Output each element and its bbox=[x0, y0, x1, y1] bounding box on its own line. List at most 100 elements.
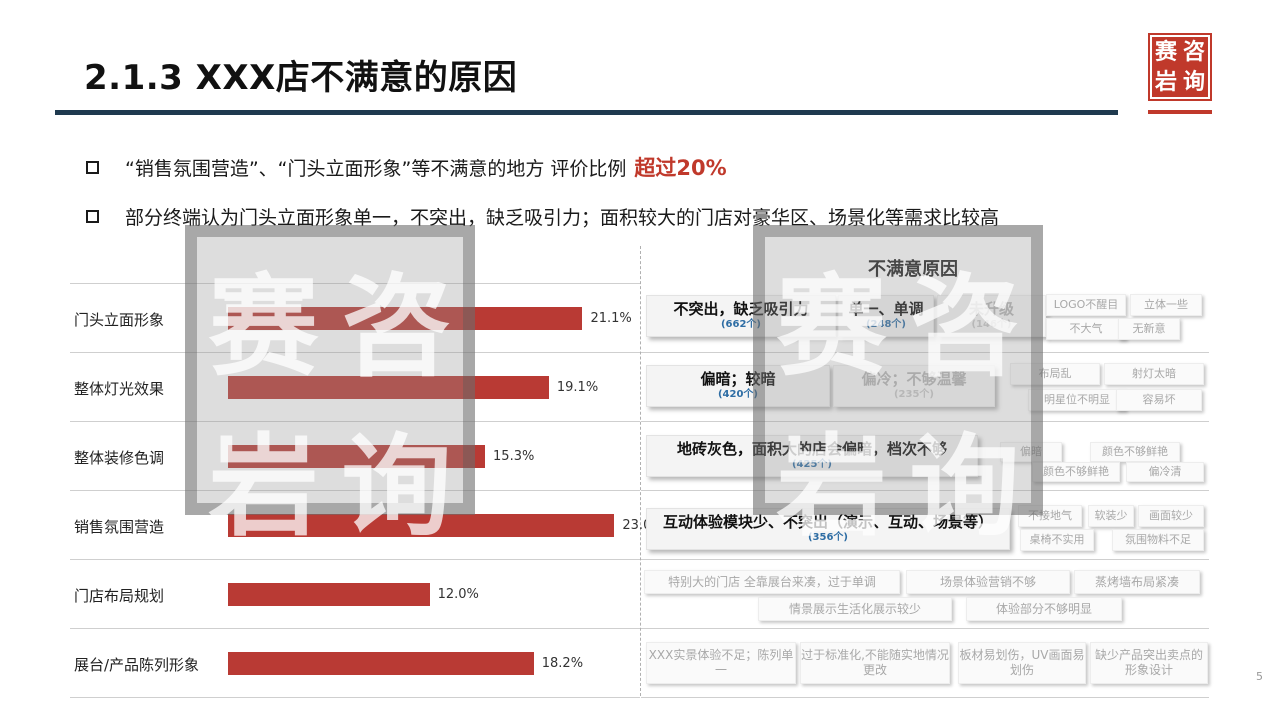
bullet-point-1: “销售氛围营造”、“门头立面形象”等不满意的地方 评价比例 超过20% bbox=[86, 152, 727, 182]
category-label: 销售氛围营造 bbox=[74, 517, 165, 536]
bar-value-label: 18.2% bbox=[541, 655, 584, 671]
logo-char: 询 bbox=[1182, 69, 1205, 95]
reason-text: 软装少 bbox=[1094, 509, 1128, 523]
logo-char: 岩 bbox=[1154, 69, 1177, 95]
reason-chip: 体验部分不够明显 bbox=[966, 597, 1122, 621]
reason-chip: 板材易划伤，UV画面易划伤 bbox=[958, 642, 1086, 684]
reason-chip: 偏暗；较暗 (420个) bbox=[646, 365, 830, 407]
logo-char: 咨 bbox=[1182, 39, 1205, 65]
bar bbox=[228, 444, 486, 468]
bar bbox=[228, 306, 583, 330]
reason-text: 地砖灰色，面积大的店会偏暗，档次不够 bbox=[676, 440, 947, 459]
category-label: 门店布局规划 bbox=[74, 586, 165, 605]
reason-text: 不接地气 bbox=[1028, 509, 1072, 523]
row-divider bbox=[641, 697, 1209, 698]
reason-chip: 明星位不明显 bbox=[1028, 389, 1126, 411]
reason-text: 互动体验模块少、不突出（演示、互动、场景等） bbox=[662, 513, 993, 532]
reason-text: 特别大的门店 全靠展台来凑，过于单调 bbox=[668, 574, 876, 589]
reason-chip: 氛围物料不足 bbox=[1112, 529, 1204, 551]
reason-text: 桌椅不实用 bbox=[1029, 533, 1085, 547]
reason-chip: 地砖灰色，面积大的店会偏暗，档次不够 (425个) bbox=[646, 435, 978, 477]
reason-chip: 偏暗 bbox=[1000, 442, 1062, 462]
bullet-text: 部分终端认为门头立面形象单一，不突出，缺乏吸引力；面积较大的门店对豪华区、场景化… bbox=[125, 207, 1000, 229]
reason-chip: 不突出，缺乏吸引力 (662个) bbox=[646, 295, 836, 337]
reason-chip: 无新意 bbox=[1118, 318, 1180, 340]
reason-text: 缺少产品突出卖点的形象设计 bbox=[1094, 648, 1203, 677]
reason-text: 蒸烤墙布局紧凑 bbox=[1094, 574, 1179, 589]
reason-chip: 不大气 bbox=[1046, 318, 1126, 340]
watermark-stamp: 赛 咨 岩 询 bbox=[185, 225, 475, 551]
title-underline-accent bbox=[1148, 110, 1212, 114]
row-divider bbox=[641, 559, 1209, 560]
bar bbox=[228, 582, 430, 606]
reason-count: (146个) bbox=[971, 319, 1012, 331]
reason-chip: 桌椅不实用 bbox=[1020, 529, 1094, 551]
reason-text: 偏冷清 bbox=[1148, 465, 1182, 479]
bar-value-label: 12.0% bbox=[437, 586, 479, 602]
row-divider bbox=[641, 352, 1209, 353]
row-divider bbox=[70, 421, 640, 422]
reason-chip: 颜色不够鲜艳 bbox=[1090, 442, 1180, 462]
bar bbox=[228, 375, 549, 399]
reason-count: (420个) bbox=[717, 389, 758, 401]
row-divider bbox=[70, 283, 640, 284]
reason-chip: LOGO不醒目 bbox=[1046, 294, 1126, 316]
reason-chip: 情景展示生活化展示较少 bbox=[758, 597, 952, 621]
reason-text: 偏暗；较暗 bbox=[700, 370, 776, 389]
reason-text: 未升级 bbox=[968, 300, 1014, 319]
reason-chip: 蒸烤墙布局紧凑 bbox=[1074, 570, 1200, 594]
reason-text: 偏暗 bbox=[1020, 445, 1042, 459]
reason-count: (662个) bbox=[720, 319, 761, 331]
reason-chip: 过于标准化,不能随实地情况更改 bbox=[800, 642, 950, 684]
reason-count: (235个) bbox=[893, 389, 934, 401]
row-divider bbox=[641, 628, 1209, 629]
category-label: 整体装修色调 bbox=[74, 448, 165, 467]
bar-value-label: 15.3% bbox=[493, 448, 535, 464]
category-label: 整体灯光效果 bbox=[74, 379, 165, 398]
reason-text: 容易坏 bbox=[1142, 393, 1176, 407]
reason-chip: 偏冷；不够温馨 (235个) bbox=[833, 365, 995, 407]
reason-text: 偏冷；不够温馨 bbox=[861, 370, 967, 389]
bullet-text: “销售氛围营造”、“门头立面形象”等不满意的地方 评价比例 bbox=[125, 157, 627, 180]
bullet-point-2: 部分终端认为门头立面形象单一，不突出，缺乏吸引力；面积较大的门店对豪华区、场景化… bbox=[86, 203, 999, 230]
reason-text: 氛围物料不足 bbox=[1125, 533, 1191, 547]
reason-chip: 布局乱 bbox=[1010, 363, 1100, 385]
reason-text: 场景体验营销不够 bbox=[939, 574, 1036, 589]
reason-chip: 缺少产品突出卖点的形象设计 bbox=[1090, 642, 1208, 684]
reason-chip: 立体一些 bbox=[1130, 294, 1202, 316]
brand-logo: 赛 咨 岩 询 bbox=[1148, 33, 1212, 101]
bar bbox=[228, 513, 615, 537]
reason-chip: 不接地气 bbox=[1018, 505, 1082, 527]
page-number: 5 bbox=[1256, 670, 1263, 683]
reason-text: 体验部分不够明显 bbox=[995, 601, 1092, 616]
reason-text: 过于标准化,不能随实地情况更改 bbox=[801, 648, 949, 677]
checkbox-square-icon bbox=[86, 210, 99, 223]
logo-char: 赛 bbox=[1154, 39, 1177, 65]
page-title: 2.1.3 XXX店不满意的原因 bbox=[84, 58, 518, 98]
bar bbox=[228, 651, 534, 675]
reason-text: 不大气 bbox=[1069, 322, 1103, 336]
reason-text: 颜色不够鲜艳 bbox=[1102, 445, 1168, 459]
category-label: 门头立面形象 bbox=[74, 310, 165, 329]
reason-chip: 容易坏 bbox=[1116, 389, 1202, 411]
panel-divider bbox=[640, 246, 641, 696]
reason-text: 明星位不明显 bbox=[1044, 393, 1110, 407]
reason-text: 画面较少 bbox=[1149, 509, 1193, 523]
reason-text: 不突出，缺乏吸引力 bbox=[673, 300, 809, 319]
reason-text: 板材易划伤，UV画面易划伤 bbox=[959, 648, 1085, 677]
reason-count: (356个) bbox=[807, 532, 848, 544]
reason-text: 射灯太暗 bbox=[1132, 367, 1176, 381]
reason-chip: 未升级 (146个) bbox=[937, 295, 1046, 337]
row-divider bbox=[70, 559, 640, 560]
bar-value-label: 19.1% bbox=[556, 379, 599, 395]
checkbox-square-icon bbox=[86, 160, 99, 174]
reason-chip: 画面较少 bbox=[1138, 505, 1204, 527]
reason-chip: 特别大的门店 全靠展台来凑，过于单调 bbox=[644, 570, 900, 594]
row-divider bbox=[641, 421, 1209, 422]
reason-chip: 单一、单调 (248个) bbox=[838, 295, 934, 337]
row-divider bbox=[70, 490, 640, 491]
reason-chip: 互动体验模块少、不突出（演示、互动、场景等） (356个) bbox=[646, 508, 1010, 550]
bullet-highlight: 超过20% bbox=[634, 156, 727, 180]
reason-chip: 软装少 bbox=[1088, 505, 1134, 527]
reason-chip: 颜色不够鲜艳 bbox=[1032, 462, 1120, 482]
